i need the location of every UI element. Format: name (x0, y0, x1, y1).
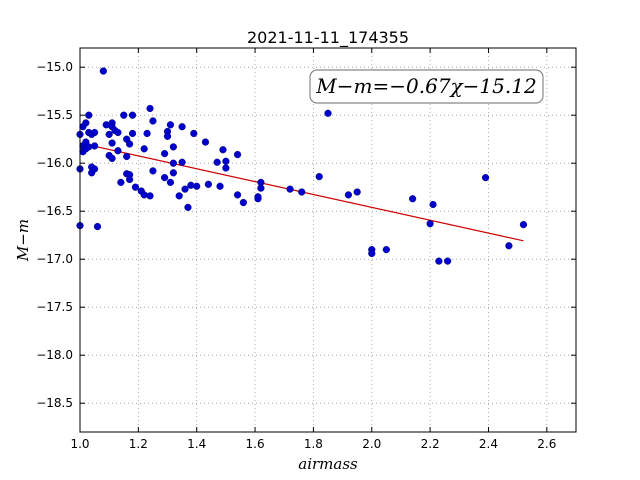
x-axis-ticks: 1.0 1.2 1.4 1.6 1.8 2.0 2.2 2.4 2.6 (70, 48, 556, 451)
data-point (505, 242, 513, 250)
data-point (146, 192, 154, 200)
fit-equation-text: M−m=−0.67χ−15.12 (315, 74, 536, 98)
data-point (93, 222, 102, 231)
data-point (169, 159, 177, 167)
data-point (99, 67, 107, 75)
data-point (201, 138, 210, 146)
data-point (184, 203, 192, 211)
data-point (120, 111, 128, 119)
data-point (90, 128, 99, 137)
data-point (114, 147, 122, 155)
data-point (213, 158, 221, 166)
data-point (126, 175, 134, 184)
x-tick-label: 2.0 (362, 437, 381, 451)
data-point (216, 182, 224, 190)
data-point (163, 132, 172, 140)
data-point (105, 130, 113, 139)
y-axis-ticks: −15.0 −15.5 −16.0 −16.5 −17.0 −17.5 −18.0 −18.5 (36, 60, 576, 410)
y-tick-label: −18.5 (36, 396, 73, 410)
x-tick-label: 1.0 (70, 437, 89, 451)
x-tick-label: 1.2 (129, 437, 148, 451)
data-point (175, 192, 183, 200)
fit-equation-box: M−m=−0.67χ−15.12 (309, 69, 544, 104)
y-tick-label: −16.0 (36, 156, 73, 170)
chart-title: 2021-11-11_174355 (247, 28, 409, 48)
data-point (108, 154, 116, 163)
data-point (426, 220, 434, 228)
data-point (444, 257, 452, 265)
x-tick-label: 2.4 (479, 437, 498, 451)
data-point (161, 150, 169, 158)
data-point (90, 142, 99, 150)
x-tick-label: 2.6 (537, 437, 556, 451)
x-tick-label: 1.8 (304, 437, 323, 451)
data-point (123, 152, 131, 161)
y-tick-label: −17.5 (36, 300, 73, 314)
data-point (117, 178, 125, 187)
data-point (181, 185, 189, 193)
data-point (190, 129, 198, 138)
data-point (166, 178, 175, 187)
data-points (76, 67, 528, 265)
data-point (161, 174, 169, 182)
y-axis-label: M−m (14, 219, 32, 262)
annotation-box (309, 69, 544, 104)
data-point (344, 191, 353, 199)
data-point (298, 188, 306, 196)
data-point (481, 174, 490, 182)
data-point (178, 123, 186, 131)
plot-area (80, 48, 576, 432)
data-point (353, 188, 361, 196)
x-axis-label: airmass (298, 455, 358, 473)
data-point (239, 198, 247, 207)
data-point (286, 185, 294, 193)
data-point (114, 128, 122, 137)
data-point (222, 164, 230, 172)
data-point (149, 167, 157, 175)
y-tick-label: −15.5 (36, 108, 73, 122)
data-point (254, 195, 262, 203)
data-point (324, 109, 332, 117)
data-point (257, 184, 265, 192)
y-tick-label: −16.5 (36, 204, 73, 218)
data-point (82, 119, 90, 127)
data-point (169, 143, 177, 151)
data-point (429, 200, 437, 209)
y-tick-label: −17.0 (36, 252, 73, 266)
data-point (126, 140, 134, 148)
x-tick-label: 1.4 (187, 437, 206, 451)
data-point (85, 111, 93, 119)
plot-border (79, 47, 577, 433)
data-point (146, 104, 154, 113)
y-tick-label: −15.0 (36, 60, 73, 74)
data-point (519, 221, 528, 229)
data-point (108, 139, 116, 147)
data-point (140, 145, 148, 153)
data-point (233, 191, 242, 199)
x-tick-label: 2.2 (421, 437, 440, 451)
data-point (233, 150, 242, 159)
data-point (131, 183, 140, 191)
data-point (128, 111, 137, 119)
data-point (409, 195, 417, 203)
data-point (204, 180, 212, 188)
data-point (169, 169, 177, 177)
data-point (128, 129, 137, 138)
data-point (435, 257, 443, 265)
data-point (368, 249, 376, 258)
data-point (193, 182, 201, 190)
data-point (315, 173, 323, 181)
y-tick-label: −18.0 (36, 348, 73, 362)
data-point (166, 121, 175, 129)
data-point (222, 157, 230, 165)
data-point (178, 158, 186, 166)
data-point (382, 246, 390, 254)
data-point (149, 117, 157, 125)
x-tick-label: 1.6 (246, 437, 265, 451)
data-point (219, 146, 227, 154)
data-point (90, 165, 99, 173)
data-point (143, 129, 151, 138)
